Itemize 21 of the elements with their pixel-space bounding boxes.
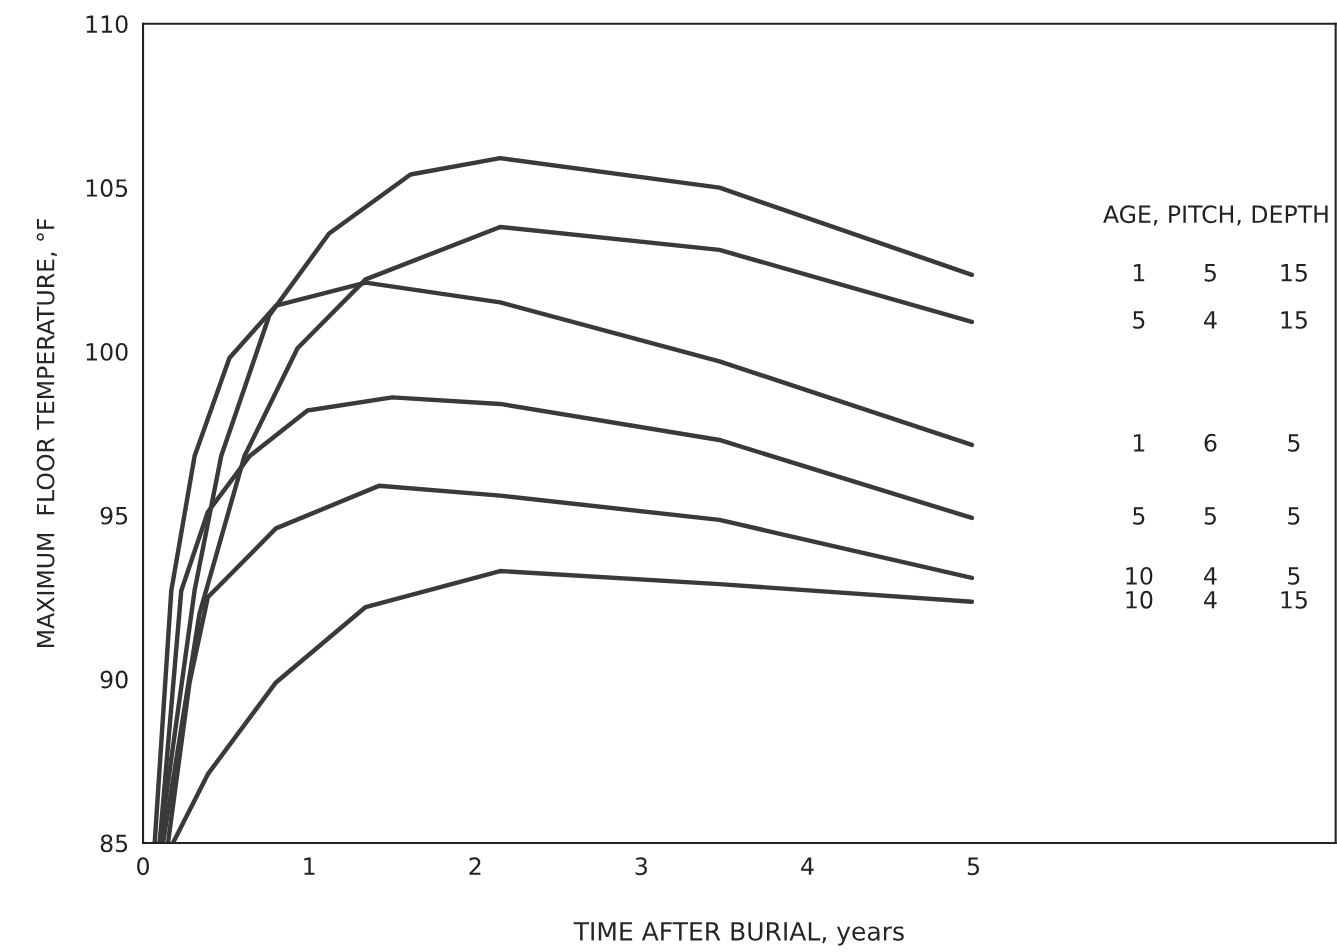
text: 10 4 5 xyxy=(1126,566,1300,585)
y-tick-label: 85 xyxy=(100,834,128,853)
y-tick-label: 100 xyxy=(86,342,128,361)
x-tick-label: 2 xyxy=(469,857,481,875)
text: 10 4 15 xyxy=(1126,590,1307,609)
y-tick-label: 110 xyxy=(86,15,128,34)
y-axis-title: MAXIMUM FLOOR TEMPERATURE, °F xyxy=(36,218,57,647)
x-tick-label: 1 xyxy=(304,857,315,875)
y-tick-label: 105 xyxy=(86,179,128,197)
text: 1 5 15 xyxy=(1133,264,1307,282)
x-tick-label: 4 xyxy=(801,857,814,875)
x-axis-title: TIME AFTER BURIAL, years xyxy=(573,922,904,946)
text: 5 4 15 xyxy=(1133,311,1307,329)
text: 5 5 5 xyxy=(1133,507,1300,525)
x-tick-label: 3 xyxy=(635,857,647,876)
y-tick-label: 90 xyxy=(100,670,128,689)
x-tick-label: 5 xyxy=(967,857,980,876)
y-tick-label: 95 xyxy=(100,506,128,525)
x-tick-label: 0 xyxy=(137,857,149,876)
text: 1 6 5 xyxy=(1133,433,1300,452)
legend-title: AGE, PITCH, DEPTH xyxy=(1103,205,1328,226)
